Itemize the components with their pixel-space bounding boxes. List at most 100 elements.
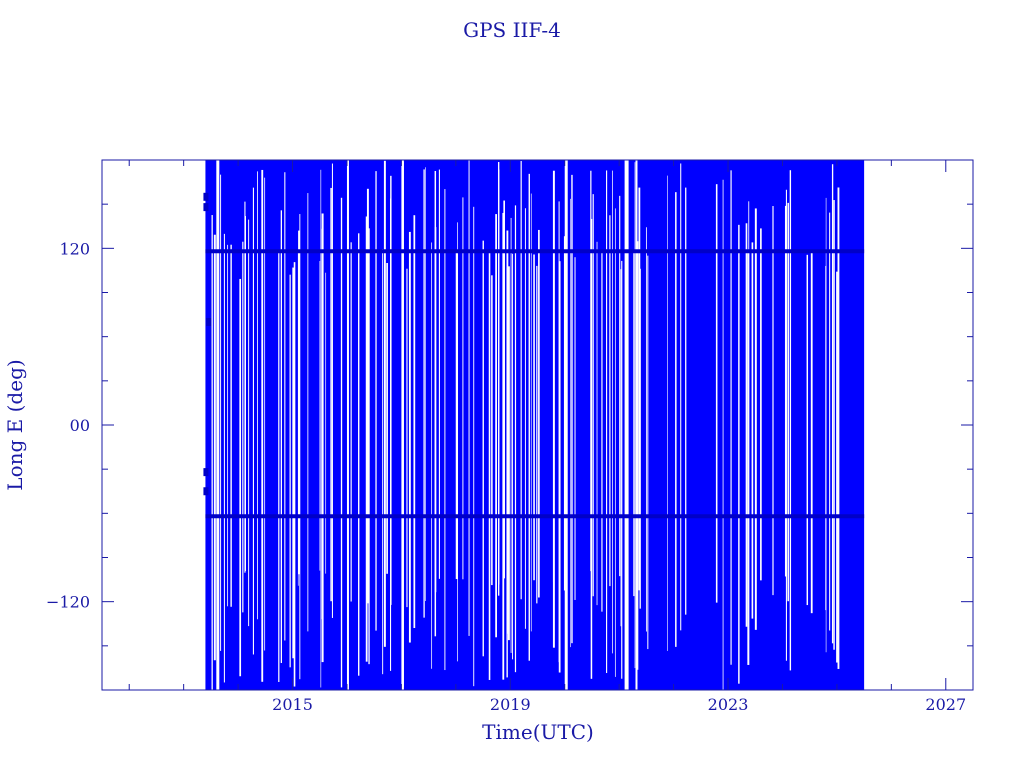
- y-tick-label: 00: [70, 416, 90, 435]
- data-gap: [510, 217, 512, 653]
- data-gap: [564, 160, 568, 690]
- data-gap: [621, 260, 623, 679]
- data-gap: [785, 189, 787, 661]
- data-gap: [390, 175, 392, 605]
- data-gap: [596, 241, 598, 606]
- data-gap: [227, 244, 229, 607]
- data-gap: [346, 160, 349, 690]
- data-gap: [754, 208, 757, 630]
- data-gap: [507, 266, 510, 641]
- x-tick-label: 2019: [490, 695, 531, 714]
- data-gap: [368, 228, 370, 665]
- data-gap: [675, 192, 677, 647]
- data-gap: [261, 169, 264, 682]
- data-gap: [340, 197, 343, 688]
- x-tick-label: 2027: [925, 695, 966, 714]
- data-gap: [299, 214, 301, 680]
- data-gap: [425, 167, 426, 602]
- data-gap: [482, 240, 484, 657]
- data-gap: [366, 188, 369, 604]
- data-gap: [423, 169, 425, 618]
- data-gap: [639, 268, 641, 609]
- data-gap: [298, 230, 300, 575]
- data-gap: [457, 222, 459, 662]
- data-gap: [319, 260, 321, 571]
- data-gap: [331, 163, 333, 618]
- data-gap: [789, 170, 792, 671]
- data-gap: [496, 276, 497, 624]
- data-gap: [533, 254, 535, 581]
- data-gap: [434, 227, 437, 593]
- data-gap: [358, 233, 360, 676]
- data-gap: [614, 208, 616, 677]
- data-gap: [831, 164, 834, 644]
- data-gap: [574, 257, 576, 600]
- data-gap: [520, 161, 522, 600]
- data-gap: [289, 274, 291, 668]
- data-gap: [787, 202, 789, 602]
- data-gap: [810, 249, 813, 614]
- data-gap: [284, 172, 286, 641]
- data-gap: [528, 173, 530, 661]
- x-axis-label: Time(UTC): [482, 720, 594, 744]
- y-tick-label: −120: [46, 593, 90, 612]
- y-tick-label: 120: [59, 239, 90, 258]
- data-gap: [715, 184, 718, 603]
- data-gap: [667, 175, 668, 651]
- data-gap: [488, 251, 491, 680]
- data-gap: [280, 210, 282, 664]
- data-gap: [620, 269, 622, 627]
- data-gap: [833, 200, 835, 650]
- data-gap: [601, 251, 603, 612]
- data-gap: [468, 160, 470, 636]
- data-gap: [211, 215, 213, 690]
- data-marker: [206, 317, 212, 326]
- data-gap: [538, 229, 540, 598]
- data-gap: [497, 162, 500, 596]
- data-gap: [592, 194, 594, 597]
- data-gap: [473, 206, 475, 687]
- data-gap: [836, 271, 838, 663]
- data-gap: [382, 249, 384, 675]
- data-gap: [837, 187, 840, 669]
- data-gap: [244, 201, 246, 573]
- data-series: [203, 160, 865, 690]
- data-gap: [730, 170, 732, 665]
- data-gap: [252, 187, 254, 655]
- data-gap: [638, 187, 641, 591]
- data-gap: [512, 253, 514, 660]
- data-gap: [293, 262, 296, 687]
- data-gap: [590, 218, 593, 679]
- data-gap: [431, 242, 433, 669]
- data-gap: [751, 242, 754, 619]
- data-gap: [619, 195, 621, 577]
- data-marker: [203, 468, 209, 477]
- data-gap: [558, 261, 561, 673]
- data-gap: [536, 265, 538, 604]
- data-gap: [406, 268, 408, 608]
- data-gap: [444, 189, 446, 671]
- data-gap: [242, 241, 244, 613]
- data-gap: [722, 179, 724, 690]
- data-gap: [413, 215, 416, 629]
- x-axis: 2015 2019 2023 2027: [128, 160, 966, 714]
- data-gap: [514, 205, 517, 673]
- data-gap: [223, 233, 225, 683]
- data-gap: [321, 228, 324, 620]
- data-gap: [325, 272, 327, 574]
- data-gap: [647, 255, 649, 650]
- data-gap: [365, 216, 368, 662]
- data-gap: [552, 170, 555, 648]
- data-gap: [248, 219, 250, 627]
- data-gap: [680, 163, 682, 631]
- y-axis-label: Long E (deg): [3, 359, 27, 490]
- data-gap: [829, 212, 831, 631]
- data-gap: [745, 223, 748, 627]
- data-marker: [203, 203, 209, 212]
- data-gap: [213, 234, 216, 661]
- data-gap: [386, 263, 388, 574]
- data-gap: [806, 254, 809, 606]
- data-gap: [216, 160, 220, 690]
- data-gap: [320, 169, 322, 688]
